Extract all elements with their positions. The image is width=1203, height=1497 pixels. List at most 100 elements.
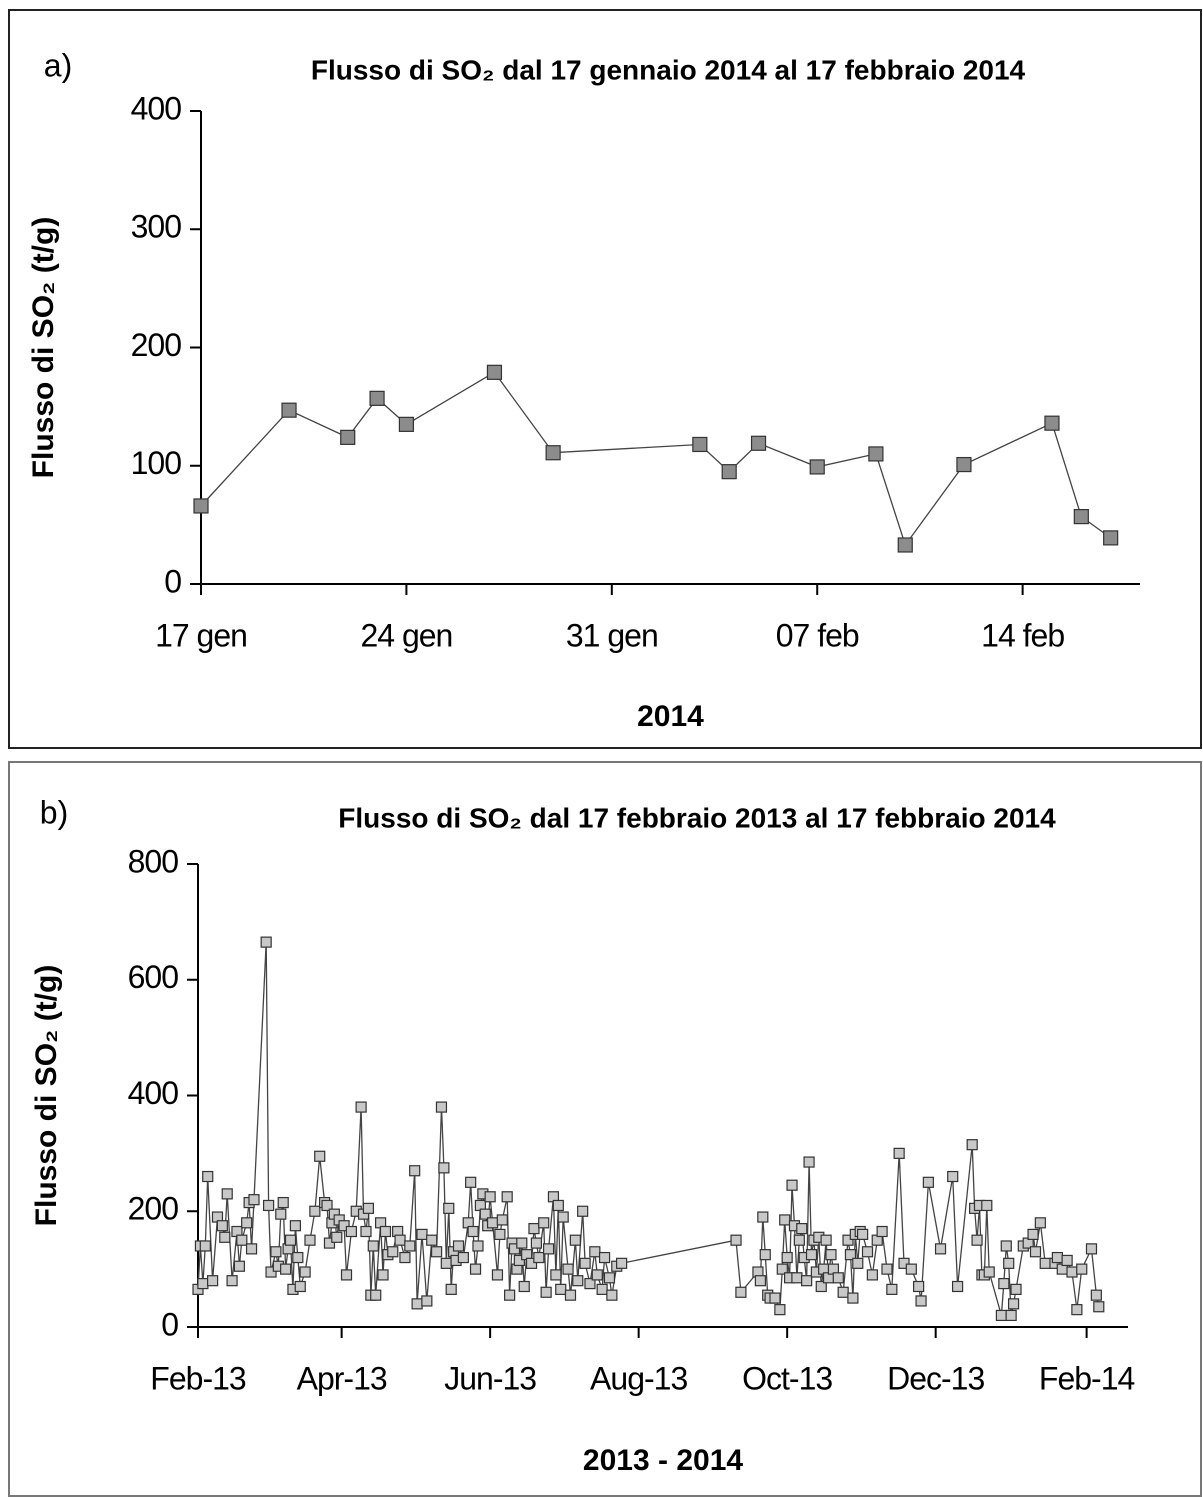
data-point xyxy=(606,1289,618,1301)
data-point xyxy=(309,1205,321,1217)
data-point xyxy=(1090,1289,1102,1301)
data-point xyxy=(440,1257,452,1269)
data-point xyxy=(367,1240,379,1252)
data-point xyxy=(518,1280,530,1293)
data-point xyxy=(355,1101,367,1113)
data-point xyxy=(779,1214,791,1226)
data-point xyxy=(265,1266,277,1278)
data-point xyxy=(550,1269,562,1281)
data-point xyxy=(1039,1257,1051,1269)
data-point xyxy=(562,1263,574,1275)
data-point xyxy=(508,1243,521,1255)
data-point xyxy=(564,1289,577,1301)
data-point xyxy=(245,1243,258,1255)
data-point xyxy=(1044,415,1060,431)
data-point xyxy=(1010,1283,1022,1295)
data-point xyxy=(275,1208,287,1220)
y-tick-label: 300 xyxy=(131,209,182,245)
data-point xyxy=(430,1246,443,1258)
data-point xyxy=(479,1208,491,1220)
data-point xyxy=(776,1263,788,1275)
data-point xyxy=(1073,508,1089,525)
data-point xyxy=(805,1249,818,1261)
data-point xyxy=(1034,1217,1046,1229)
data-point xyxy=(369,390,385,406)
data-point xyxy=(530,1237,543,1249)
data-point xyxy=(1003,1257,1015,1269)
data-point xyxy=(584,1277,596,1290)
data-point xyxy=(236,1234,248,1246)
data-point xyxy=(1076,1263,1088,1275)
data-point xyxy=(226,1275,238,1287)
data-line xyxy=(200,371,1112,547)
data-point xyxy=(387,1246,399,1258)
x-tick-label: Apr-13 xyxy=(297,1360,387,1396)
data-point xyxy=(1066,1266,1078,1278)
data-point xyxy=(398,416,415,432)
data-point xyxy=(577,1205,589,1217)
data-point xyxy=(338,1220,350,1232)
data-point xyxy=(616,1257,628,1269)
data-point xyxy=(421,1295,433,1307)
data-point xyxy=(248,1194,260,1206)
chart-title: Flusso di SO₂ dal 17 febbraio 2013 al 17… xyxy=(338,802,1056,833)
data-point xyxy=(971,1234,983,1246)
data-point xyxy=(202,1170,214,1183)
y-tick-label: 0 xyxy=(164,563,181,599)
data-point xyxy=(815,1280,827,1293)
data-point xyxy=(360,1225,372,1238)
data-point xyxy=(435,1101,448,1113)
chart-title: Flusso di SO₂ dal 17 gennaio 2014 al 17 … xyxy=(311,54,1026,85)
data-point xyxy=(1027,1228,1039,1241)
data-point xyxy=(457,1251,469,1264)
data-point xyxy=(754,1275,766,1287)
data-point xyxy=(426,1234,438,1246)
data-point xyxy=(219,1231,231,1243)
data-point xyxy=(922,1176,934,1188)
data-point xyxy=(596,1283,608,1295)
data-point xyxy=(409,1165,421,1177)
data-point xyxy=(1005,1309,1017,1322)
data-point xyxy=(781,1251,793,1264)
x-tick-label: 14 feb xyxy=(981,617,1064,653)
data-point xyxy=(876,1225,888,1238)
data-point xyxy=(362,1202,375,1214)
data-point xyxy=(956,456,972,473)
data-point xyxy=(525,1257,538,1269)
data-point xyxy=(981,1199,993,1212)
x-axis-title: 2014 xyxy=(637,700,704,733)
data-point xyxy=(221,1188,233,1200)
y-tick-label: 200 xyxy=(131,327,182,363)
x-tick-label: 24 gen xyxy=(360,617,452,653)
data-point xyxy=(791,1272,803,1284)
data-point xyxy=(934,1243,947,1255)
data-point xyxy=(299,1266,311,1278)
data-point xyxy=(591,1269,603,1281)
panel-label: a) xyxy=(44,47,72,83)
data-point xyxy=(513,1254,525,1267)
data-point xyxy=(416,1228,428,1241)
data-point xyxy=(545,445,561,461)
data-point xyxy=(292,1251,304,1264)
data-point xyxy=(399,1251,411,1264)
data-point xyxy=(1103,530,1119,546)
data-point xyxy=(774,1304,786,1316)
data-point xyxy=(793,1234,805,1246)
x-tick-label: Dec-13 xyxy=(887,1360,984,1396)
data-point xyxy=(995,1309,1008,1322)
data-point xyxy=(557,1211,569,1223)
data-point xyxy=(438,1162,450,1174)
data-point xyxy=(951,1280,964,1293)
data-point xyxy=(1085,1243,1098,1255)
data-point xyxy=(796,1223,808,1235)
data-point xyxy=(216,1220,228,1232)
data-point xyxy=(809,459,825,475)
data-point xyxy=(538,1217,550,1229)
data-point xyxy=(825,1249,837,1261)
data-point xyxy=(504,1289,516,1301)
x-tick-label: 07 feb xyxy=(776,617,859,653)
data-point xyxy=(1051,1251,1063,1264)
data-point xyxy=(579,1257,591,1269)
data-point xyxy=(377,1269,389,1281)
data-point xyxy=(898,1257,910,1269)
